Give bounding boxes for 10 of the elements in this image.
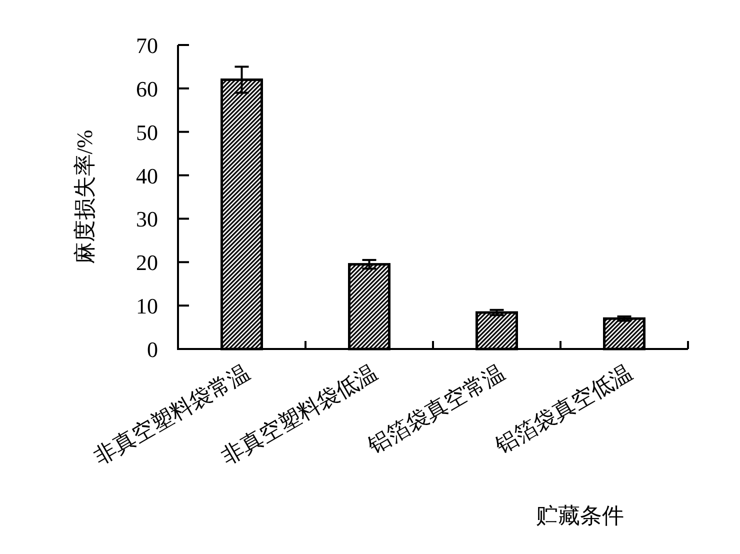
- y-tick-label: 0: [147, 337, 158, 362]
- y-tick-label: 20: [136, 250, 158, 276]
- y-axis-title: 麻度损失率/%: [72, 130, 97, 264]
- y-tick-label: 40: [136, 163, 158, 188]
- y-tick-label: 30: [136, 206, 158, 232]
- y-tick-label: 10: [136, 294, 158, 319]
- y-tick-label: 70: [136, 33, 158, 58]
- y-tick-label: 50: [136, 120, 158, 145]
- x-axis-title: 贮藏条件: [536, 503, 624, 528]
- y-tick-label: 60: [136, 76, 158, 102]
